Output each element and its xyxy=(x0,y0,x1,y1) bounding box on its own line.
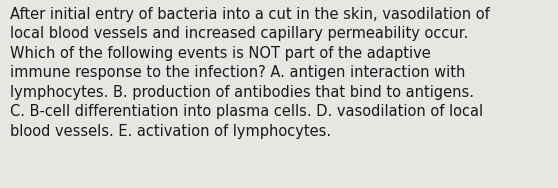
Text: After initial entry of bacteria into a cut in the skin, vasodilation of
local bl: After initial entry of bacteria into a c… xyxy=(10,7,490,139)
